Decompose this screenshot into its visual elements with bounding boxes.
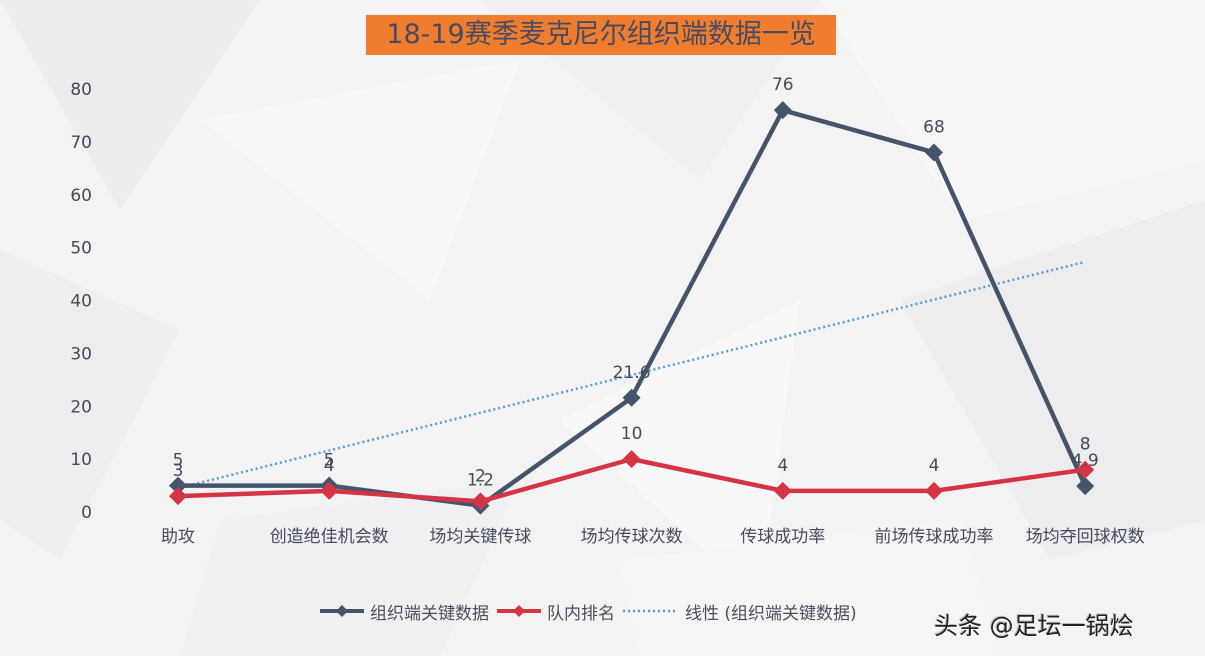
y-tick-label: 20	[70, 397, 92, 417]
diamond-marker-icon[interactable]	[1076, 460, 1095, 479]
diamond-marker-icon[interactable]	[1076, 477, 1095, 496]
legend-item-trendline: 线性 (组织端关键数据)	[621, 599, 857, 624]
data-label: 5	[324, 451, 335, 471]
data-label: 76	[772, 75, 794, 95]
data-label: 5	[173, 451, 184, 471]
dotted-line-icon	[623, 609, 675, 613]
trendline	[177, 260, 1086, 490]
data-label: 4.9	[1072, 451, 1099, 471]
diamond-marker-icon[interactable]	[773, 101, 792, 120]
chart-title: 18-19赛季麦克尼尔组织端数据一览	[366, 15, 836, 55]
legend-label: 线性 (组织端关键数据)	[685, 603, 857, 624]
y-tick-label: 50	[70, 239, 92, 259]
diamond-marker-icon[interactable]	[320, 481, 339, 500]
y-tick-label: 60	[70, 186, 92, 206]
x-category-label: 助攻	[161, 527, 195, 547]
data-label: 68	[923, 117, 945, 137]
data-label: 2	[475, 466, 486, 486]
watermark: 头条 @足坛一锅烩	[934, 612, 1134, 640]
diamond-marker-icon[interactable]	[471, 492, 490, 511]
data-label: 21.6	[613, 363, 651, 383]
data-label: 4	[324, 456, 335, 476]
legend-label: 队内排名	[547, 603, 615, 624]
data-label: 10	[621, 424, 643, 444]
diamond-marker-icon[interactable]	[925, 481, 943, 500]
x-category-label: 创造绝佳机会数	[270, 527, 389, 547]
diamond-marker-icon[interactable]	[169, 487, 187, 506]
y-tick-label: 40	[70, 292, 92, 312]
series-line	[178, 107, 1088, 508]
y-tick-label: 30	[70, 344, 92, 364]
data-label: 4	[929, 456, 940, 476]
data-label: 8	[1080, 435, 1091, 455]
x-category-label: 传球成功率	[740, 527, 825, 547]
line-diamond-marker-icon	[320, 605, 364, 617]
diamond-marker-icon[interactable]	[773, 481, 792, 500]
diamond-marker-icon[interactable]	[622, 450, 641, 469]
x-category-label: 场均传球次数	[581, 527, 683, 547]
data-label: 4	[777, 456, 788, 476]
y-tick-label: 70	[70, 133, 92, 153]
y-tick-label: 10	[70, 450, 92, 470]
legend-item-team-rank: 队内排名	[495, 599, 615, 624]
chart-legend: 组织端关键数据 队内排名 线性 (组织端关键数据)	[318, 598, 863, 624]
x-category-label: 场均关键传球	[429, 527, 531, 547]
line-diamond-marker-icon	[497, 605, 541, 617]
data-label: 1.2	[467, 471, 494, 491]
y-tick-label: 0	[81, 503, 92, 523]
data-label: 3	[173, 461, 184, 481]
x-category-label: 前场传球成功率	[875, 527, 994, 547]
diamond-marker-icon[interactable]	[925, 143, 943, 162]
legend-item-key-data: 组织端关键数据	[318, 599, 489, 624]
legend-label: 组织端关键数据	[370, 603, 489, 624]
diamond-marker-icon[interactable]	[622, 388, 641, 407]
x-category-label: 场均夺回球权数	[1026, 527, 1145, 547]
series-team-rank	[169, 450, 1095, 511]
diamond-marker-icon[interactable]	[169, 476, 187, 495]
y-tick-label: 80	[70, 80, 92, 100]
